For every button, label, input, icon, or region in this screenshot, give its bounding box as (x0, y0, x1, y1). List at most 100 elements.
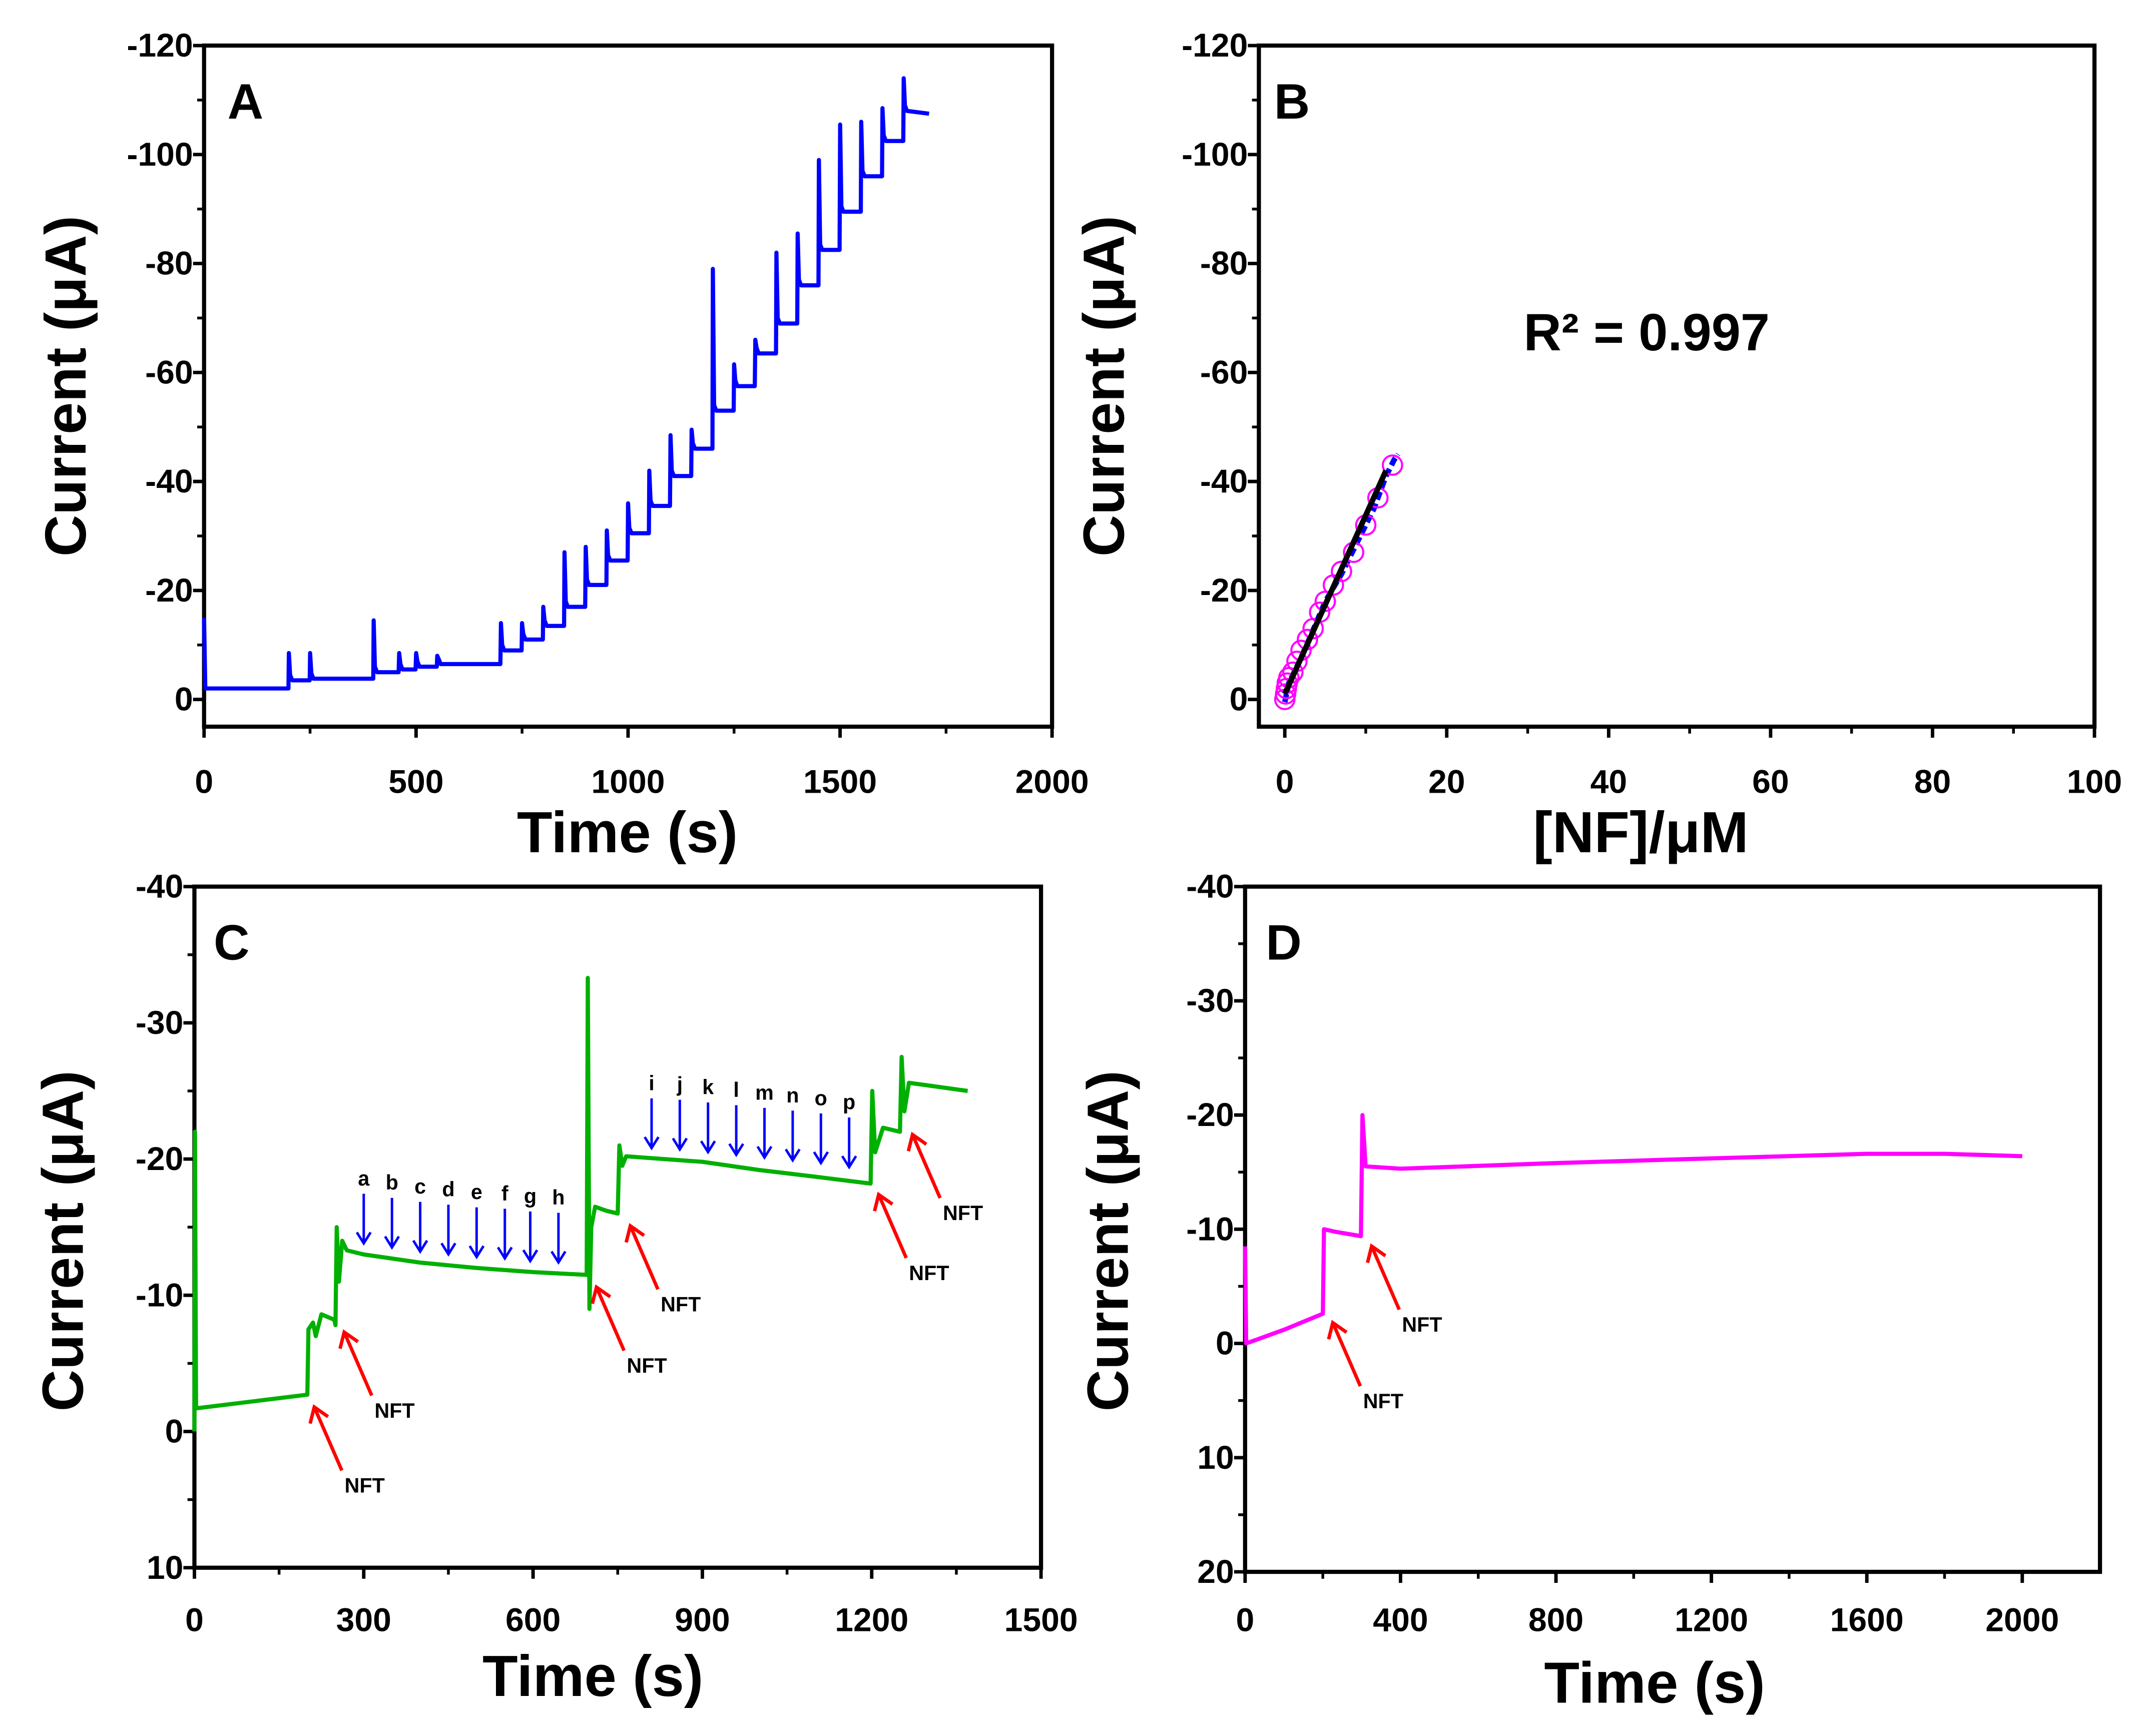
nft-arrow (595, 1286, 626, 1352)
addition-label: a (358, 1167, 370, 1190)
y-tick-label: -80 (1200, 245, 1248, 282)
x-tick-label: 100 (2067, 763, 2122, 800)
addition-label: d (442, 1178, 454, 1201)
y-tick-label: -40 (145, 463, 193, 500)
arrow-head-icon (785, 1148, 801, 1163)
arrow-head-icon (873, 1192, 894, 1212)
y-axis-title: Current (μA) (1076, 1070, 1141, 1411)
x-tick-label: 2000 (1015, 763, 1089, 800)
x-tick-label: 0 (1236, 1601, 1254, 1638)
y-tick-label: -60 (1200, 354, 1248, 391)
x-tick-label: 0 (1276, 763, 1294, 800)
y-tick-label: -30 (1186, 982, 1234, 1019)
x-tick-label: 0 (185, 1601, 204, 1638)
addition-label: f (501, 1182, 508, 1205)
plot-frame (1243, 884, 2102, 1574)
y-tick-label: -120 (127, 27, 193, 64)
arrow-head-icon (1366, 1243, 1387, 1264)
x-tick-label: 1000 (591, 763, 665, 800)
panel-b-chart: 0 20 40 60 80 100 -120 -100 -80 -60 -40 -20 0 [NF]/μM… (1071, 27, 2122, 865)
panel-d-chart: 0 400 800 1200 1600 2000 -40 -30 -20 -10 0 10 20 Time… (1076, 868, 2102, 1715)
arrow-head-icon (813, 1151, 829, 1166)
nft-arrow (1331, 1322, 1362, 1387)
y-tick-label: 0 (1216, 1325, 1234, 1362)
y-axis-title: Current (μA) (33, 216, 98, 556)
arrow-head-icon (591, 1284, 612, 1305)
addition-label: k (702, 1076, 714, 1099)
y-tick-label: -20 (136, 1140, 184, 1178)
y-tick-label: 20 (1197, 1553, 1234, 1590)
y-tick-label: -10 (1186, 1211, 1234, 1248)
arrow-head-icon (412, 1240, 428, 1254)
arrow-head-icon (700, 1140, 716, 1154)
y-tick-label: -40 (1186, 868, 1234, 905)
nft-label: NFT (909, 1262, 949, 1285)
nft-arrow (911, 1133, 942, 1199)
arrow-head-icon (384, 1236, 400, 1250)
y-tick-label: 0 (1230, 681, 1248, 718)
panel-letter: C (214, 915, 250, 971)
y-axis-title: Current (μA) (30, 1070, 95, 1411)
addition-label: c (414, 1175, 426, 1198)
y-tick-label: -20 (145, 572, 193, 609)
arrow-head-icon (624, 1223, 646, 1243)
x-tick-label: 300 (336, 1601, 391, 1638)
data-point (1331, 560, 1352, 583)
nft-label: NFT (1402, 1313, 1442, 1336)
y-tick-label: 10 (1197, 1439, 1234, 1476)
y-tick-label: -120 (1182, 27, 1248, 64)
plot-frame (1257, 43, 2097, 729)
x-tick-label: 60 (1752, 763, 1789, 800)
nft-label: NFT (627, 1354, 667, 1377)
y-tick-label: -60 (145, 354, 193, 391)
y-tick-label: 10 (147, 1549, 184, 1586)
x-axis-title: [NF]/μM (1533, 800, 1749, 865)
y-tick-label: -40 (136, 868, 184, 905)
x-tick-label: 2000 (1985, 1601, 2059, 1638)
arrow-head-icon (672, 1137, 688, 1152)
data-trace (192, 975, 968, 1432)
x-tick-label: 0 (195, 763, 213, 800)
x-axis-title: Time (s) (517, 800, 738, 865)
arrow-head-icon (1327, 1320, 1348, 1340)
nft-label: NFT (943, 1202, 983, 1225)
arrow-head-icon (440, 1243, 456, 1257)
panel-a-chart: 0 500 1000 1500 2000 -120 -100 -80 -60 -40 -20 0 Tim… (33, 27, 1089, 865)
nft-arrow (629, 1225, 660, 1290)
y-tick-label: -10 (136, 1277, 184, 1314)
x-tick-label: 40 (1590, 763, 1628, 800)
arrow-head-icon (496, 1247, 513, 1261)
panel-letter: D (1266, 915, 1302, 971)
data-trace (202, 76, 929, 691)
nft-label: NFT (1363, 1390, 1403, 1413)
x-axis-title: Time (s) (1544, 1650, 1765, 1715)
arrow-head-icon (841, 1155, 857, 1170)
arrow-head-icon (551, 1251, 567, 1265)
data-trace (1243, 1113, 2022, 1346)
x-axis-title: Time (s) (482, 1643, 704, 1708)
y-tick-label: -80 (145, 245, 193, 282)
panel-letter: A (228, 74, 264, 130)
y-tick-label: -100 (127, 136, 193, 173)
y-tick-label: -20 (1200, 572, 1248, 609)
x-tick-label: 400 (1373, 1601, 1428, 1638)
addition-label: i (649, 1071, 654, 1094)
nft-label: NFT (661, 1293, 701, 1316)
fit-line (1282, 469, 1389, 696)
nft-arrow (312, 1406, 344, 1471)
plot-frame (192, 884, 1043, 1570)
y-tick-label: -30 (136, 1004, 184, 1041)
arrow-head-icon (338, 1329, 359, 1349)
arrow-head-icon (906, 1131, 927, 1152)
data-point (1382, 454, 1403, 476)
nft-label: NFT (345, 1474, 385, 1497)
x-tick-label: 1500 (803, 763, 877, 800)
addition-label: n (786, 1084, 799, 1107)
x-tick-label: 1600 (1830, 1601, 1904, 1638)
nft-arrow (342, 1331, 373, 1397)
r-squared-annotation: R² = 0.997 (1523, 303, 1770, 362)
x-tick-label: 500 (388, 763, 443, 800)
nft-arrow (877, 1194, 908, 1259)
